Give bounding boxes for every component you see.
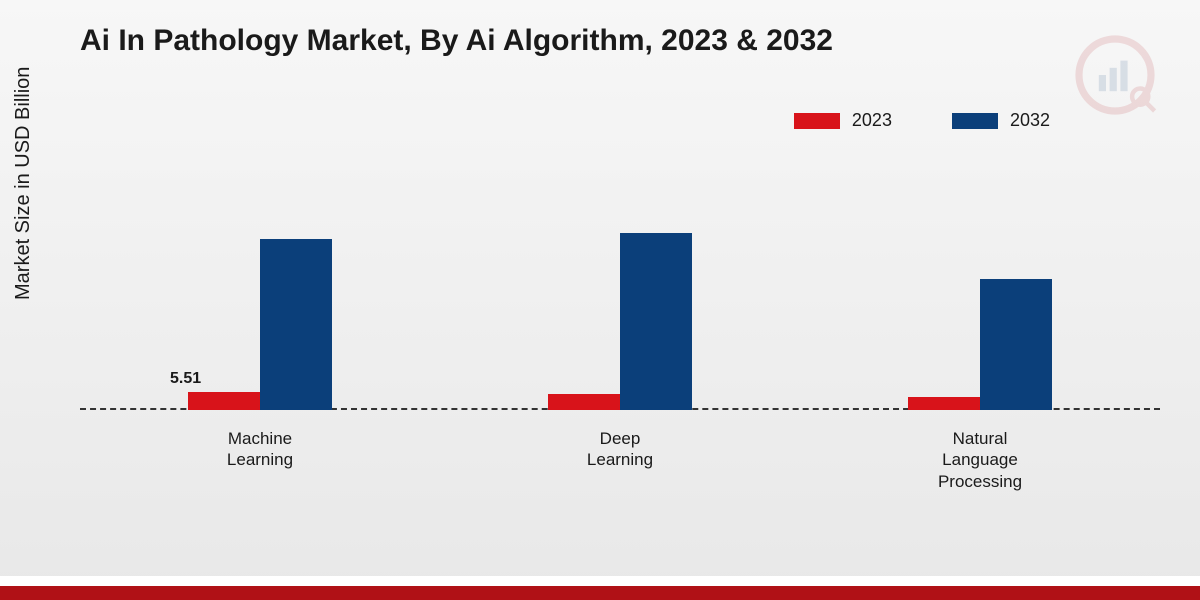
x-axis-label: MachineLearning	[160, 420, 360, 480]
bar-2032	[620, 233, 692, 410]
bar-groups: 5.51	[80, 170, 1160, 410]
legend-swatch-2032	[952, 113, 998, 129]
x-axis-label: NaturalLanguageProcessing	[880, 420, 1080, 480]
bar-2032	[260, 239, 332, 410]
legend-label: 2032	[1010, 110, 1050, 131]
legend-swatch-2023	[794, 113, 840, 129]
legend-item-2023: 2023	[794, 110, 892, 131]
value-label: 5.51	[170, 370, 201, 388]
legend: 2023 2032	[794, 110, 1050, 131]
bar-2023	[908, 397, 980, 410]
bar-group	[520, 233, 720, 410]
legend-item-2032: 2032	[952, 110, 1050, 131]
bar-2032	[980, 279, 1052, 410]
x-axis-label: DeepLearning	[520, 420, 720, 480]
x-axis-labels: MachineLearning DeepLearning NaturalLangua…	[80, 420, 1160, 480]
legend-label: 2023	[852, 110, 892, 131]
bar-2023	[548, 394, 620, 410]
footer-bar	[0, 586, 1200, 600]
bar-group	[880, 279, 1080, 410]
footer-gap	[0, 576, 1200, 586]
bar-group: 5.51	[160, 239, 360, 410]
y-axis-label: Market Size in USD Billion	[12, 67, 35, 300]
bar-2023	[188, 392, 260, 410]
watermark-logo-icon	[1070, 30, 1160, 120]
chart-title: Ai In Pathology Market, By Ai Algorithm,…	[80, 24, 833, 58]
chart-page: Ai In Pathology Market, By Ai Algorithm,…	[0, 0, 1200, 600]
plot-area: 5.51 MachineLearning DeepLearning NaturalL…	[80, 170, 1160, 480]
